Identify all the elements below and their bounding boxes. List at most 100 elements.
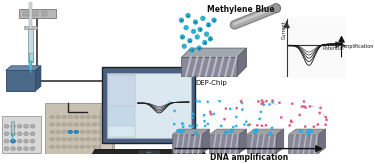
Polygon shape: [182, 57, 237, 76]
Ellipse shape: [56, 130, 60, 133]
Circle shape: [170, 102, 172, 104]
Ellipse shape: [92, 115, 97, 119]
Bar: [19, 9, 56, 18]
Circle shape: [308, 129, 311, 132]
Circle shape: [288, 124, 291, 127]
Bar: [2, 116, 41, 153]
Text: Methylene Blue: Methylene Blue: [207, 5, 274, 14]
Circle shape: [198, 27, 202, 32]
Ellipse shape: [92, 130, 97, 133]
Circle shape: [198, 100, 201, 103]
Circle shape: [240, 100, 242, 102]
Circle shape: [271, 101, 274, 103]
Polygon shape: [276, 129, 284, 153]
Bar: [29, 61, 32, 69]
Circle shape: [192, 116, 194, 119]
Circle shape: [325, 116, 327, 118]
Ellipse shape: [4, 147, 9, 150]
Ellipse shape: [4, 124, 9, 128]
Circle shape: [219, 100, 221, 102]
Circle shape: [261, 103, 263, 105]
Circle shape: [181, 129, 184, 132]
Bar: [138, 150, 160, 155]
Circle shape: [248, 123, 251, 126]
Circle shape: [265, 100, 268, 102]
Circle shape: [299, 129, 303, 133]
Ellipse shape: [68, 145, 73, 148]
Circle shape: [280, 116, 282, 119]
Ellipse shape: [80, 123, 85, 126]
Circle shape: [235, 125, 237, 127]
Ellipse shape: [80, 138, 85, 141]
Circle shape: [309, 130, 313, 133]
Polygon shape: [209, 129, 247, 135]
Circle shape: [265, 124, 267, 126]
Circle shape: [271, 127, 273, 129]
Circle shape: [182, 122, 184, 125]
Circle shape: [184, 25, 188, 30]
Polygon shape: [91, 150, 207, 156]
Ellipse shape: [98, 138, 103, 141]
Circle shape: [207, 101, 209, 103]
Circle shape: [304, 125, 306, 128]
Ellipse shape: [30, 147, 35, 150]
Ellipse shape: [146, 151, 152, 154]
Polygon shape: [239, 129, 247, 153]
Ellipse shape: [24, 139, 28, 143]
Polygon shape: [172, 129, 209, 135]
Bar: [6, 71, 35, 91]
Circle shape: [206, 22, 211, 27]
Polygon shape: [182, 48, 247, 57]
Bar: [29, 53, 33, 62]
Circle shape: [179, 130, 183, 133]
Ellipse shape: [74, 130, 79, 133]
Circle shape: [304, 106, 307, 109]
Polygon shape: [318, 129, 326, 153]
Circle shape: [230, 130, 233, 133]
Circle shape: [268, 103, 271, 106]
Ellipse shape: [98, 115, 103, 119]
Bar: [11, 121, 14, 135]
Circle shape: [202, 40, 207, 45]
Polygon shape: [209, 135, 239, 153]
Ellipse shape: [62, 138, 66, 141]
Circle shape: [181, 123, 183, 125]
Circle shape: [260, 111, 262, 113]
Circle shape: [235, 116, 237, 118]
Ellipse shape: [11, 124, 15, 128]
Circle shape: [210, 113, 212, 115]
Polygon shape: [288, 129, 326, 135]
Circle shape: [173, 123, 176, 125]
Circle shape: [303, 100, 305, 103]
Circle shape: [262, 104, 265, 106]
Circle shape: [306, 132, 309, 135]
Circle shape: [195, 35, 200, 39]
Ellipse shape: [30, 132, 35, 136]
Ellipse shape: [68, 115, 73, 119]
Ellipse shape: [98, 123, 103, 126]
Circle shape: [192, 113, 194, 115]
Ellipse shape: [50, 130, 54, 133]
Ellipse shape: [74, 123, 79, 126]
Ellipse shape: [17, 132, 22, 136]
Circle shape: [212, 18, 216, 22]
Circle shape: [318, 112, 321, 114]
Ellipse shape: [62, 145, 66, 148]
Ellipse shape: [80, 130, 85, 133]
Circle shape: [253, 131, 257, 134]
Bar: [42, 11, 48, 16]
Ellipse shape: [50, 115, 54, 119]
Circle shape: [320, 107, 322, 109]
Ellipse shape: [30, 124, 35, 128]
Ellipse shape: [68, 130, 73, 133]
Circle shape: [194, 131, 198, 135]
Ellipse shape: [74, 130, 79, 133]
Circle shape: [272, 99, 274, 102]
Ellipse shape: [11, 132, 15, 136]
Bar: [29, 0, 32, 30]
Circle shape: [262, 101, 264, 104]
Ellipse shape: [92, 123, 97, 126]
Ellipse shape: [74, 145, 79, 148]
Bar: [45, 103, 114, 154]
Polygon shape: [172, 135, 202, 153]
